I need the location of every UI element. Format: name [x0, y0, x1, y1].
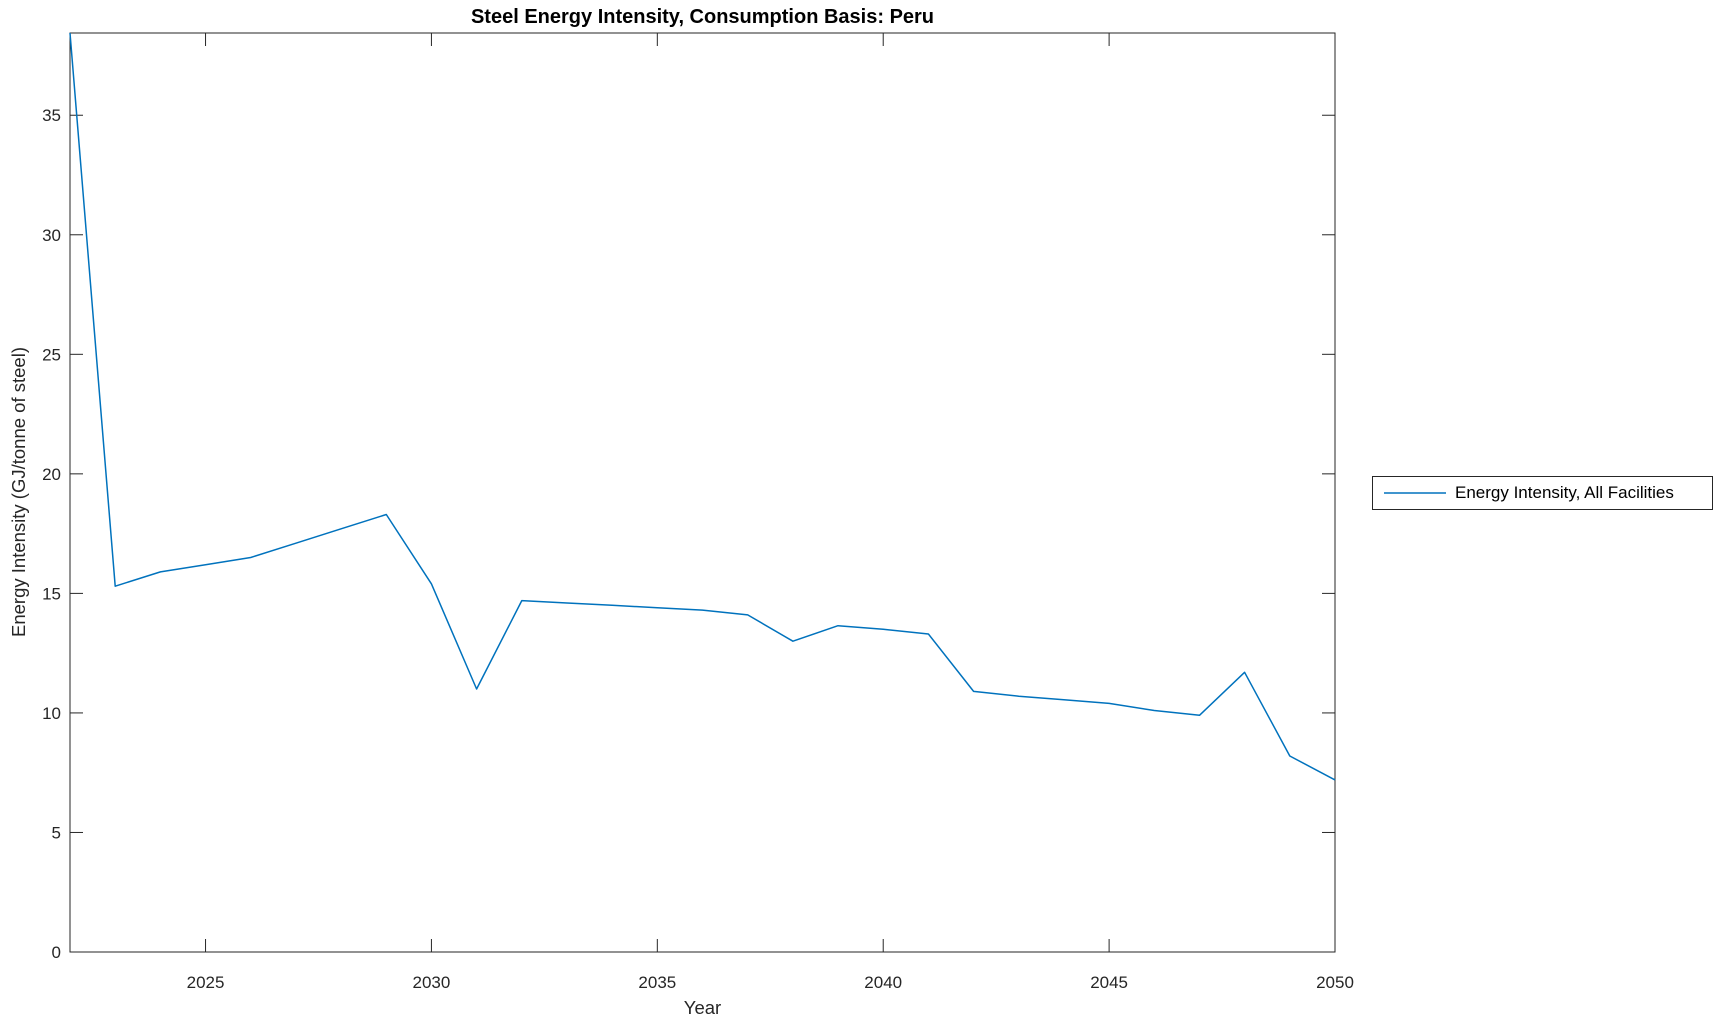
- y-tick-label: 35: [42, 106, 61, 125]
- chart-title: Steel Energy Intensity, Consumption Basi…: [470, 6, 935, 28]
- y-tick-label: 25: [42, 345, 61, 364]
- x-axis-label: Year: [683, 997, 722, 1018]
- x-tick-label: 2025: [187, 973, 225, 992]
- y-tick-label: 0: [52, 943, 61, 962]
- x-tick-label: 2030: [413, 973, 451, 992]
- legend: Energy Intensity, All Facilities: [1372, 476, 1713, 510]
- axes-box: [69, 32, 1336, 953]
- x-tick-label: 2035: [638, 973, 676, 992]
- x-tick-label: 2045: [1090, 973, 1128, 992]
- legend-item-label: Energy Intensity, All Facilities: [1455, 483, 1674, 502]
- y-tick-label: 5: [52, 823, 61, 842]
- x-tick-label: 2040: [864, 973, 902, 992]
- y-tick-label: 30: [42, 226, 61, 245]
- legend-line-swatch: [1384, 492, 1446, 494]
- y-tick-label: 15: [42, 584, 61, 603]
- y-tick-label: 10: [42, 704, 61, 723]
- series-line: [69, 32, 1336, 781]
- y-tick-label: 20: [42, 465, 61, 484]
- x-tick-label: 2050: [1316, 973, 1354, 992]
